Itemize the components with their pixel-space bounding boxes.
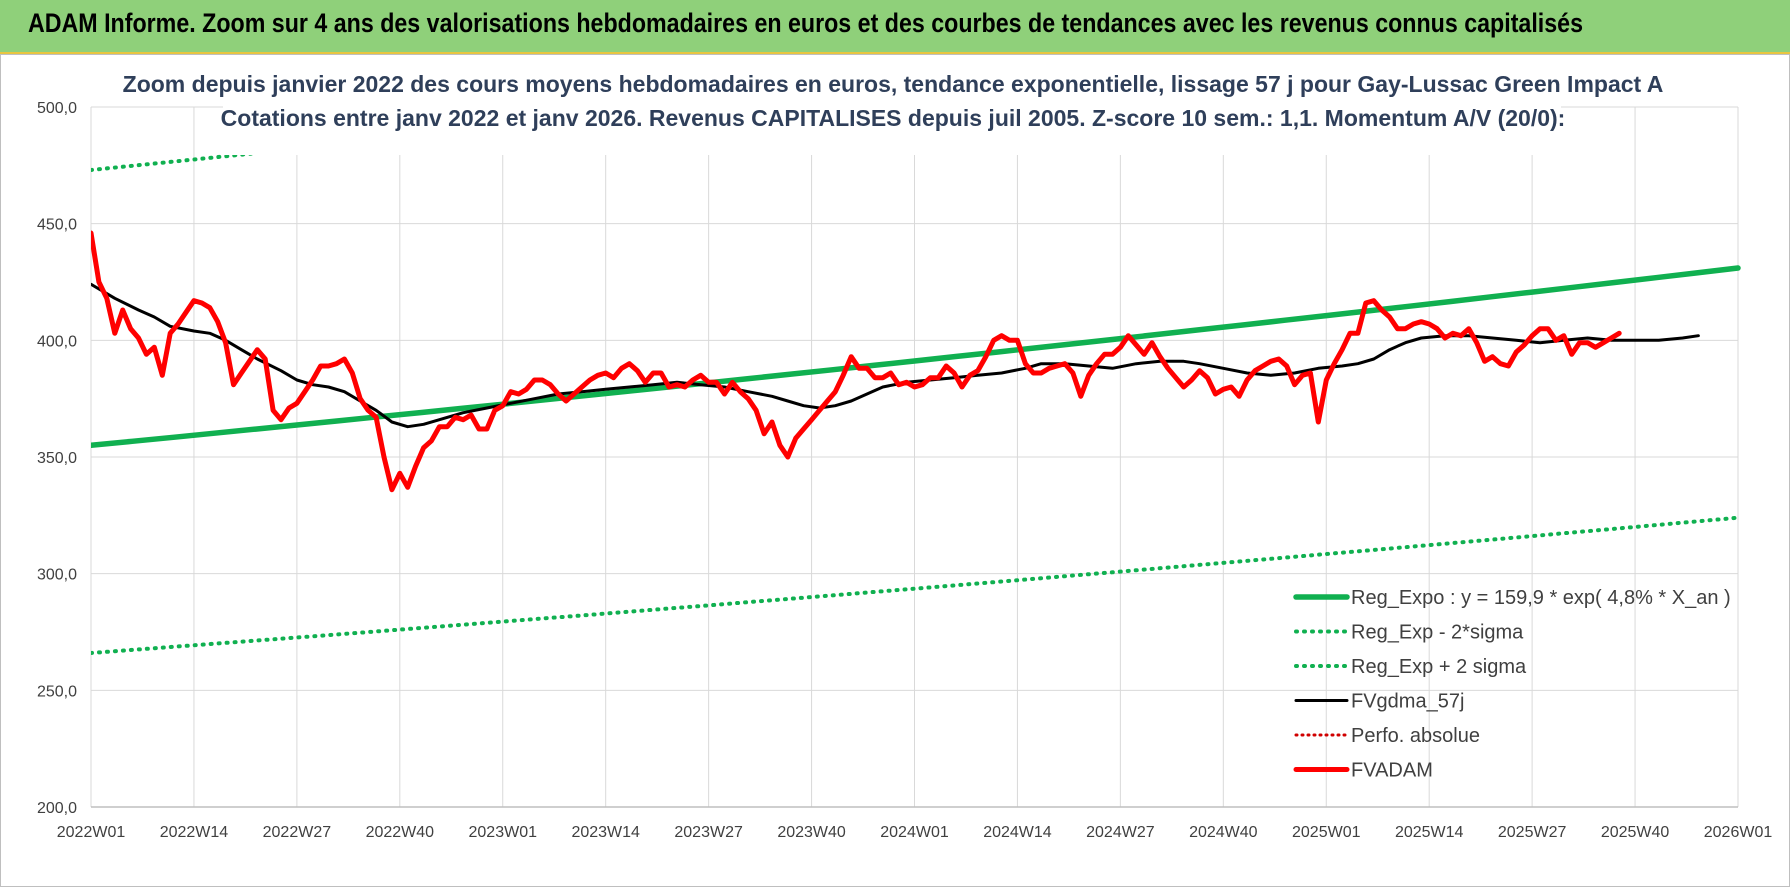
x-tick-label: 2025W14 [1395,824,1464,841]
legend: Reg_Expo : y = 159,9 * exp( 4,8% * X_an … [1293,587,1731,782]
legend-label: FVgdma_57j [1351,691,1464,713]
legend-label: Reg_Expo : y = 159,9 * exp( 4,8% * X_an … [1351,587,1731,609]
axis-ticks: 500,0 450,0 400,0 350,0 300,0 250,0 200,0 2022W… [37,100,1772,841]
y-tick-label: 300,0 [37,567,77,584]
y-tick-label: 350,0 [37,450,77,467]
y-tick-label: 400,0 [37,333,77,350]
chart-frame: Zoom depuis janvier 2022 des cours moyen… [0,54,1790,887]
legend-label: Perfo. absolue [1351,725,1480,747]
legend-label: Reg_Exp - 2*sigma [1351,622,1524,644]
x-tick-label: 2024W27 [1086,824,1155,841]
series-line-5 [91,230,1622,493]
x-tick-label: 2026W01 [1704,824,1773,841]
y-tick-label: 450,0 [37,217,77,234]
gridlines [90,106,1739,808]
x-tick-label: 2023W01 [469,824,538,841]
title-background [223,69,1561,155]
chart-title-line-1: Zoom depuis janvier 2022 des cours moyen… [123,71,1664,97]
series-line-0 [91,265,1741,449]
x-tick-label: 2024W40 [1189,824,1258,841]
x-tick-label: 2025W40 [1601,824,1670,841]
x-tick-label: 2022W27 [263,824,332,841]
x-tick-label: 2022W14 [160,824,229,841]
x-tick-label: 2023W14 [571,824,640,841]
x-tick-label: 2025W27 [1498,824,1567,841]
chart-title-line-2: Cotations entre janv 2022 et janv 2026. … [221,105,1566,131]
legend-label: FVADAM [1351,760,1433,782]
x-tick-label: 2025W01 [1292,824,1361,841]
legend-label: Reg_Exp + 2 sigma [1351,656,1527,678]
x-tick-label: 2022W01 [57,824,126,841]
x-tick-label: 2024W14 [983,824,1052,841]
x-tick-label: 2023W40 [777,824,846,841]
y-tick-label: 200,0 [37,800,77,817]
x-tick-label: 2022W40 [366,824,435,841]
series-line-3 [91,282,1700,429]
series-layer [91,107,1741,655]
x-tick-label: 2024W01 [880,824,949,841]
page-title: ADAM Informe. Zoom sur 4 ans des valoris… [28,8,1583,38]
x-tick-label: 2023W27 [674,824,743,841]
line-chart: Zoom depuis janvier 2022 des cours moyen… [37,69,1772,841]
y-tick-label: 250,0 [37,683,77,700]
y-tick-label: 500,0 [37,100,77,117]
series-line-1 [91,515,1740,655]
header-banner: ADAM Informe. Zoom sur 4 ans des valoris… [0,0,1790,54]
